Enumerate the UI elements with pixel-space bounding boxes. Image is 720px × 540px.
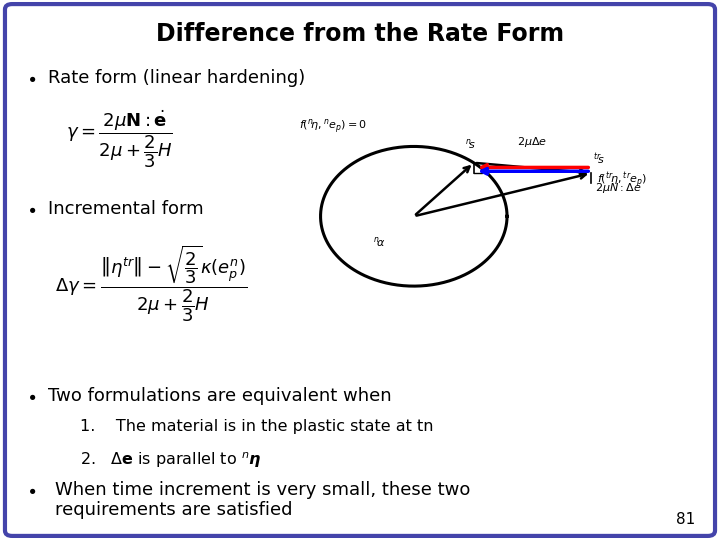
Text: $2\mu N{:}\Delta e$: $2\mu N{:}\Delta e$ xyxy=(595,181,642,195)
Text: $2\mu\Delta e$: $2\mu\Delta e$ xyxy=(518,136,547,150)
Text: $\gamma = \dfrac{2\mu\mathbf{N} : \dot{\mathbf{e}}}{2\mu + \dfrac{2}{3}H}$: $\gamma = \dfrac{2\mu\mathbf{N} : \dot{\… xyxy=(66,109,173,171)
Text: 81: 81 xyxy=(676,512,696,527)
Text: ${}^n\!s$: ${}^n\!s$ xyxy=(464,137,476,151)
Text: Two formulations are equivalent when: Two formulations are equivalent when xyxy=(48,387,392,405)
Text: 1.    The material is in the plastic state at tn: 1. The material is in the plastic state … xyxy=(81,420,433,434)
Text: $f(^{tr}\!\eta, {}^{tr}e_p)$: $f(^{tr}\!\eta, {}^{tr}e_p)$ xyxy=(597,171,647,191)
Text: $\bullet$: $\bullet$ xyxy=(27,387,37,405)
Text: 2.   $\Delta\mathbf{e}$ is parallel to ${}^n\boldsymbol{\eta}$: 2. $\Delta\mathbf{e}$ is parallel to ${}… xyxy=(81,450,262,470)
Text: Difference from the Rate Form: Difference from the Rate Form xyxy=(156,22,564,46)
Text: $\bullet$: $\bullet$ xyxy=(27,69,37,86)
Text: ${}^{tr}\!s$: ${}^{tr}\!s$ xyxy=(593,151,606,167)
Text: Incremental form: Incremental form xyxy=(48,200,204,218)
Text: ${}^n\!\alpha$: ${}^n\!\alpha$ xyxy=(373,235,386,249)
Text: Rate form (linear hardening): Rate form (linear hardening) xyxy=(48,69,305,86)
Text: $\bullet$: $\bullet$ xyxy=(27,200,37,218)
Text: When time increment is very small, these two
requirements are satisfied: When time increment is very small, these… xyxy=(55,481,471,519)
Text: $\Delta\gamma = \dfrac{\left\|\eta^{tr}\right\| - \sqrt{\dfrac{2}{3}}\kappa(e_p^: $\Delta\gamma = \dfrac{\left\|\eta^{tr}\… xyxy=(55,243,248,323)
Text: $f(^n\!\eta, {}^ne_p) = 0$: $f(^n\!\eta, {}^ne_p) = 0$ xyxy=(299,118,367,136)
FancyBboxPatch shape xyxy=(5,4,715,536)
Text: $\bullet$: $\bullet$ xyxy=(27,481,37,498)
